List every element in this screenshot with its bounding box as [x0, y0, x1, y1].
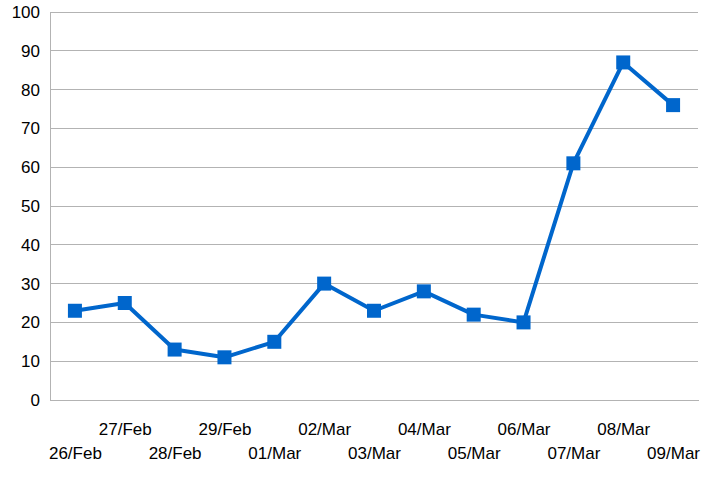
marker: [118, 296, 132, 310]
marker: [666, 98, 680, 112]
marker: [317, 277, 331, 291]
y-tick: 20: [21, 313, 50, 332]
plot-area: 0 10 20 30 40 50 60 70 80 90 100 26/Feb 27/Feb 28/Feb…: [12, 3, 701, 463]
x-tick-label: 27/Feb: [99, 420, 152, 439]
x-tick-label: 29/Feb: [198, 420, 251, 439]
grid-line: [50, 50, 698, 51]
y-tick-label: 90: [21, 42, 40, 61]
marker: [267, 335, 281, 349]
y-tick-label: 80: [21, 81, 40, 100]
y-tick: 0: [31, 391, 50, 410]
x-tick-label: 07/Mar: [547, 444, 600, 463]
marker: [517, 315, 531, 329]
x-tick-label: 05/Mar: [448, 444, 501, 463]
marker: [367, 304, 381, 318]
y-tick-label: 50: [21, 197, 40, 216]
y-axis-line: [50, 13, 51, 401]
grid: [50, 12, 698, 400]
x-tick-label: 26/Feb: [49, 444, 102, 463]
y-tick: 70: [21, 119, 50, 138]
x-tick: 26/Feb: [49, 400, 102, 463]
y-tick: 30: [21, 275, 50, 294]
y-tick: 60: [21, 158, 50, 177]
marker: [168, 343, 182, 357]
marker: [467, 308, 481, 322]
y-tick: 80: [21, 81, 50, 100]
x-tick-label: 28/Feb: [149, 444, 202, 463]
y-tick-label: 30: [21, 275, 40, 294]
y-tick: 50: [21, 197, 50, 216]
grid-line: [50, 167, 698, 168]
x-tick: 27/Feb: [99, 400, 152, 439]
x-tick-label: 02/Mar: [298, 420, 351, 439]
x-tick: 09/Mar: [647, 400, 700, 463]
x-tick-label: 01/Mar: [248, 444, 301, 463]
series: [68, 55, 680, 364]
y-tick: 100: [12, 3, 50, 22]
grid-line: [50, 206, 698, 207]
grid-line: [50, 128, 698, 129]
x-tick: 03/Mar: [348, 400, 401, 463]
y-axis: 0 10 20 30 40 50 60 70 80 90 100: [12, 3, 51, 410]
marker: [217, 350, 231, 364]
chart: 0 10 20 30 40 50 60 70 80 90 100 26/Feb 27/Feb 28/Feb…: [0, 0, 709, 493]
x-tick: 08/Mar: [597, 400, 650, 439]
x-tick: 02/Mar: [298, 400, 351, 439]
x-tick-label: 03/Mar: [348, 444, 401, 463]
x-axis-line: [51, 400, 699, 401]
x-tick-label: 04/Mar: [398, 420, 451, 439]
marker: [616, 55, 630, 69]
y-tick-label: 70: [21, 119, 40, 138]
y-tick-label: 10: [21, 352, 40, 371]
y-tick-label: 60: [21, 158, 40, 177]
x-tick: 06/Mar: [498, 400, 551, 439]
x-axis: 26/Feb 27/Feb 28/Feb 29/Feb 01/Mar 02/Mar 03/M…: [49, 400, 700, 463]
x-tick: 28/Feb: [149, 400, 202, 463]
grid-line: [50, 361, 698, 362]
y-tick: 90: [21, 42, 50, 61]
x-tick: 01/Mar: [248, 400, 301, 463]
grid-line: [50, 244, 698, 245]
y-tick: 40: [21, 236, 50, 255]
y-tick-label: 20: [21, 313, 40, 332]
grid-line: [50, 89, 698, 90]
x-tick-label: 06/Mar: [498, 420, 551, 439]
y-tick-label: 100: [12, 3, 40, 22]
x-tick-label: 08/Mar: [597, 420, 650, 439]
x-tick: 29/Feb: [198, 400, 251, 439]
marker: [566, 156, 580, 170]
y-tick: 10: [21, 352, 50, 371]
marker: [417, 284, 431, 298]
y-tick-label: 0: [31, 391, 40, 410]
grid-line: [50, 283, 698, 284]
line: [75, 62, 673, 357]
marker: [68, 304, 82, 318]
x-tick: 04/Mar: [398, 400, 451, 439]
grid-line: [50, 12, 698, 13]
x-tick-label: 09/Mar: [647, 444, 700, 463]
x-tick: 05/Mar: [448, 400, 501, 463]
y-tick-label: 40: [21, 236, 40, 255]
grid-line: [50, 400, 698, 401]
x-tick: 07/Mar: [547, 400, 600, 463]
